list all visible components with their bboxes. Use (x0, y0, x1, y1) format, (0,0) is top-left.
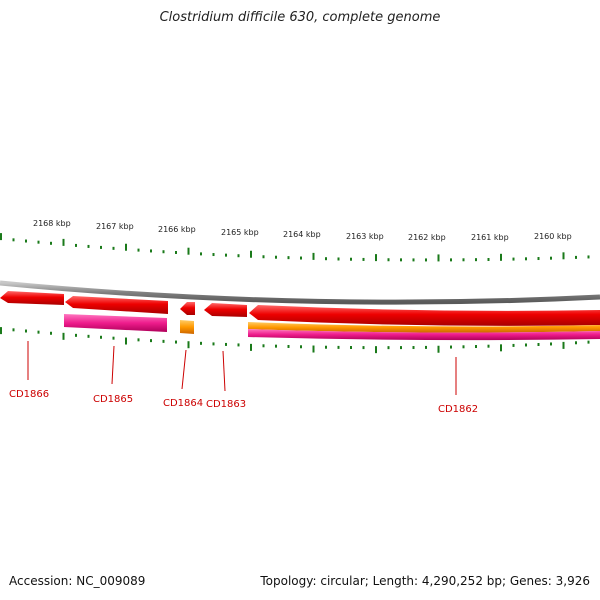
map-title: Clostridium difficile 630, complete geno… (159, 10, 441, 25)
feature-bar-magenta (64, 314, 167, 332)
gene-arrows (0, 291, 600, 326)
feature-bar-orange (180, 320, 194, 334)
leader-line (111, 345, 115, 385)
genome-summary-text: Topology: circular; Length: 4,290,252 bp… (260, 574, 590, 588)
kbp-labels: 2168 kbp 2167 kbp 2166 kbp 2165 kbp 2164… (33, 219, 572, 242)
gene-arrow-cd1865[interactable] (65, 296, 168, 314)
gene-arrow-cd1862[interactable] (249, 305, 600, 326)
leader-line (181, 349, 187, 390)
kbp-label: 2163 kbp (346, 232, 384, 241)
label-leaders (27, 341, 457, 395)
feature-bars (64, 314, 600, 341)
kbp-label: 2160 kbp (534, 232, 572, 241)
gene-arrow-cd1866[interactable] (0, 291, 64, 305)
upper-tick-row (0, 233, 590, 262)
lower-tick-row (0, 327, 590, 354)
kbp-label: 2162 kbp (408, 233, 446, 242)
kbp-label: 2167 kbp (96, 222, 134, 231)
leader-line (222, 350, 226, 392)
gene-label-cd1862[interactable]: CD1862 (438, 404, 478, 415)
gene-label-cd1863[interactable]: CD1863 (206, 399, 246, 410)
genome-backbone (0, 280, 600, 305)
gene-labels: CD1866 CD1865 CD1864 CD1863 CD1862 (9, 389, 478, 415)
feature-bar-magenta-long (248, 329, 600, 341)
kbp-label: 2165 kbp (221, 228, 259, 237)
feature-bar-orange-long (248, 322, 600, 333)
gene-label-cd1865[interactable]: CD1865 (93, 394, 133, 405)
gene-arrow-cd1863[interactable] (204, 303, 247, 317)
kbp-label: 2168 kbp (33, 219, 71, 228)
kbp-label: 2166 kbp (158, 225, 196, 234)
gene-label-cd1864[interactable]: CD1864 (163, 398, 203, 409)
gene-label-cd1866[interactable]: CD1866 (9, 389, 49, 400)
gene-arrow-cd1864[interactable] (180, 302, 195, 315)
kbp-label: 2164 kbp (283, 230, 321, 239)
accession-text: Accession: NC_009089 (9, 574, 146, 588)
kbp-label: 2161 kbp (471, 233, 509, 242)
